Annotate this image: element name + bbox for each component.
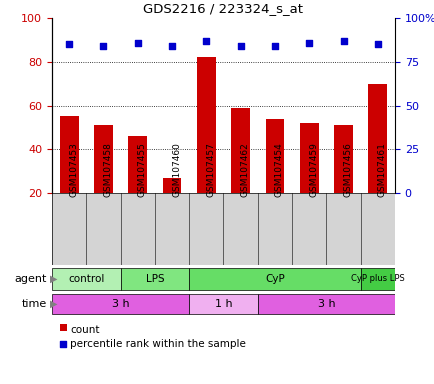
Text: ▶: ▶ — [50, 299, 57, 309]
Bar — [257, 193, 291, 265]
Point — [237, 43, 243, 49]
Text: GSM107460: GSM107460 — [172, 142, 181, 197]
Bar — [59, 116, 79, 193]
Point — [202, 38, 209, 44]
Bar — [189, 193, 223, 265]
Text: GSM107457: GSM107457 — [206, 142, 215, 197]
Point — [66, 41, 72, 47]
Bar — [197, 57, 215, 193]
Bar — [326, 193, 360, 265]
Text: 3 h: 3 h — [317, 299, 335, 309]
Bar — [86, 193, 120, 265]
Bar — [52, 294, 189, 314]
Text: agent: agent — [15, 274, 47, 284]
Bar — [299, 123, 318, 193]
Text: CyP: CyP — [264, 273, 284, 283]
Bar — [265, 119, 284, 193]
Point — [60, 341, 67, 348]
Text: GSM107462: GSM107462 — [240, 142, 249, 197]
Point — [374, 41, 381, 47]
Bar — [52, 193, 86, 265]
Text: count: count — [70, 325, 99, 335]
Text: GSM107458: GSM107458 — [103, 142, 112, 197]
Point — [305, 40, 312, 46]
Text: CyP plus LPS: CyP plus LPS — [350, 274, 404, 283]
Bar — [52, 268, 120, 290]
Bar — [120, 268, 189, 290]
Point — [339, 38, 346, 44]
Text: control: control — [68, 273, 104, 283]
Text: ▶: ▶ — [50, 274, 57, 284]
Text: GSM107455: GSM107455 — [138, 142, 146, 197]
Bar — [333, 125, 352, 193]
Bar — [360, 268, 394, 290]
Bar — [94, 125, 113, 193]
Point — [100, 43, 107, 49]
Bar — [120, 193, 155, 265]
Bar — [223, 193, 257, 265]
Text: GSM107459: GSM107459 — [309, 142, 318, 197]
Bar — [360, 193, 394, 265]
Text: percentile rank within the sample: percentile rank within the sample — [70, 339, 245, 349]
Bar — [189, 268, 360, 290]
Text: time: time — [22, 299, 47, 309]
Bar — [60, 324, 67, 331]
Text: GSM107454: GSM107454 — [274, 142, 283, 197]
Title: GDS2216 / 223324_s_at: GDS2216 / 223324_s_at — [143, 2, 303, 15]
Text: LPS: LPS — [145, 273, 164, 283]
Text: 1 h: 1 h — [214, 299, 232, 309]
Point — [134, 40, 141, 46]
Bar — [189, 294, 257, 314]
Text: GSM107456: GSM107456 — [343, 142, 352, 197]
Bar — [155, 193, 189, 265]
Bar — [162, 178, 181, 193]
Bar — [291, 193, 326, 265]
Bar — [231, 108, 250, 193]
Text: GSM107453: GSM107453 — [69, 142, 78, 197]
Text: 3 h: 3 h — [112, 299, 129, 309]
Bar — [257, 294, 394, 314]
Text: GSM107461: GSM107461 — [377, 142, 386, 197]
Bar — [368, 84, 386, 193]
Point — [271, 43, 278, 49]
Point — [168, 43, 175, 49]
Bar — [128, 136, 147, 193]
